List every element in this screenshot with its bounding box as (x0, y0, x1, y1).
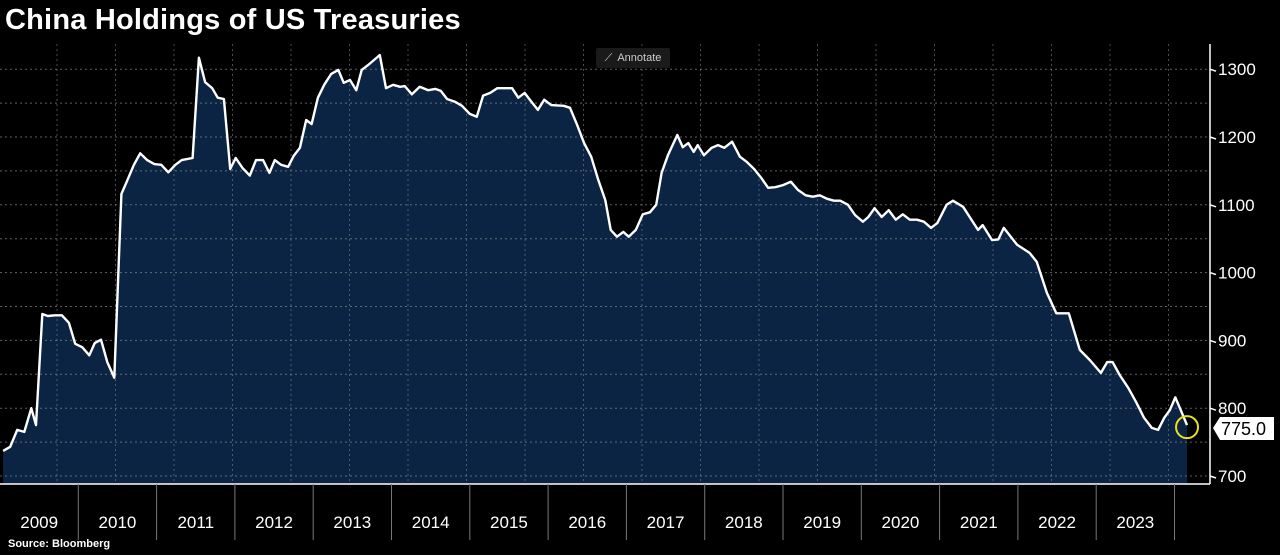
y-tick (1209, 339, 1217, 344)
annotate-label: Annotate (617, 52, 662, 64)
series-line (2, 53, 1189, 452)
x-tick-label: 2015 (490, 513, 528, 532)
x-tick-label: 2019 (803, 513, 841, 532)
x-tick-label: 2017 (647, 513, 685, 532)
x-tick-label: 2018 (725, 513, 763, 532)
last-value-label: 775.0 (1221, 419, 1266, 439)
y-tick (1209, 475, 1217, 479)
y-tick-label: 900 (1218, 331, 1246, 350)
x-tick-label: 2011 (177, 513, 214, 532)
x-tick-label: 2020 (882, 513, 920, 532)
x-tick-label: 2022 (1038, 513, 1076, 532)
x-tick-label: 2023 (1116, 513, 1154, 532)
y-tick (1209, 136, 1217, 140)
y-tick (1209, 407, 1217, 411)
x-tick-label: 2016 (568, 513, 606, 532)
x-tick-label: 2021 (960, 513, 998, 532)
x-tick-label: 2009 (20, 513, 58, 532)
last-value-marker (1175, 415, 1200, 440)
area-fill (3, 55, 1188, 484)
source-note: Source: Bloomberg (8, 538, 111, 550)
y-tick-label: 1100 (1218, 196, 1255, 215)
y-tick-label: 1300 (1218, 60, 1256, 79)
x-tick-label: 2014 (412, 513, 450, 532)
y-tick-label: 1000 (1218, 264, 1256, 283)
pencil-icon: ⟋ (604, 51, 613, 64)
y-tick-label: 1200 (1218, 128, 1256, 147)
annotate-button[interactable]: ⟋ Annotate (596, 48, 670, 68)
x-tick-label: 2013 (333, 513, 371, 532)
x-tick-label: 2012 (255, 513, 293, 532)
chart-title: China Holdings of US Treasuries (5, 4, 461, 36)
y-tick-label: 700 (1218, 467, 1246, 486)
y-tick (1209, 204, 1217, 208)
y-tick (1209, 271, 1217, 276)
last-value-box (1213, 417, 1274, 440)
y-tick (1209, 68, 1217, 72)
x-tick-label: 2010 (99, 513, 137, 532)
y-tick-label: 800 (1218, 399, 1246, 418)
